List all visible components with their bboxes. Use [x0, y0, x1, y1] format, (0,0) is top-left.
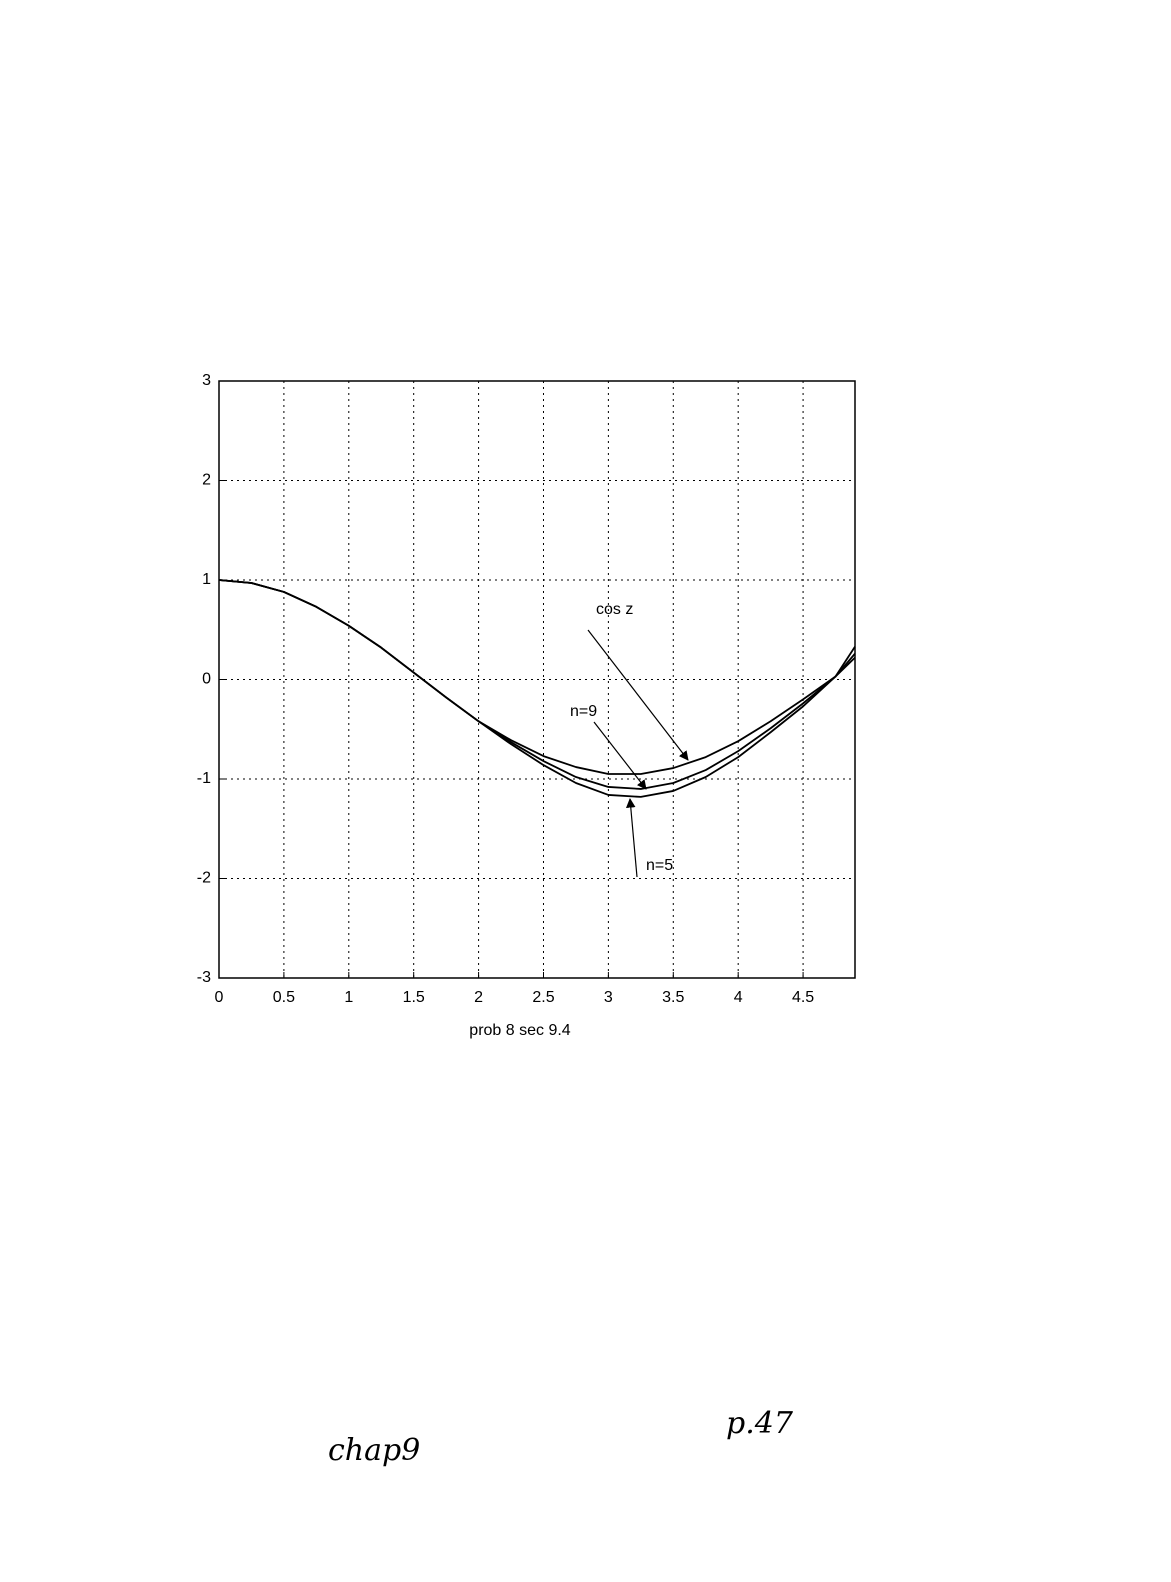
- x-tick-label: 2.5: [532, 989, 554, 1006]
- y-tick-label: 3: [202, 372, 211, 389]
- series-line: [218, 579, 856, 798]
- annotation-arrow: [625, 798, 638, 878]
- y-tick-label: -1: [197, 770, 211, 787]
- plot-area: 0 0.5 1 1.5 2 2.5 3 3.5 4 4.5 -3 -2 -1 0 1 2 3: [197, 372, 856, 1006]
- series-label: n=9: [570, 703, 597, 720]
- x-axis-label: prob 8 sec 9.4: [469, 1022, 571, 1039]
- x-tick-label: 0.5: [273, 989, 295, 1006]
- series-line: [218, 579, 856, 775]
- x-tick-label: 4: [734, 989, 743, 1006]
- x-tick-label: 2: [474, 989, 483, 1006]
- x-tick-label: 3: [604, 989, 613, 1006]
- x-tick-label: 1.5: [403, 989, 425, 1006]
- series-label: n=5: [646, 857, 673, 874]
- series-label: cos z: [596, 601, 633, 618]
- y-tick-label: -3: [197, 969, 211, 986]
- footer-right: p.47: [726, 1406, 794, 1441]
- y-tick-label: -2: [197, 870, 211, 887]
- x-tick-label: 0: [215, 989, 224, 1006]
- series-line: [218, 579, 856, 790]
- annotation-arrow: [587, 629, 689, 761]
- x-tick-label: 1: [344, 989, 353, 1006]
- x-tick-label: 4.5: [792, 989, 814, 1006]
- y-tick-label: 2: [202, 472, 211, 489]
- y-tick-label: 0: [202, 671, 211, 688]
- footer-left: chap9: [328, 1433, 420, 1468]
- annotation-arrow: [593, 721, 647, 790]
- y-tick-label: 1: [202, 571, 211, 588]
- x-tick-label: 3.5: [662, 989, 684, 1006]
- plot-frame: [218, 380, 856, 979]
